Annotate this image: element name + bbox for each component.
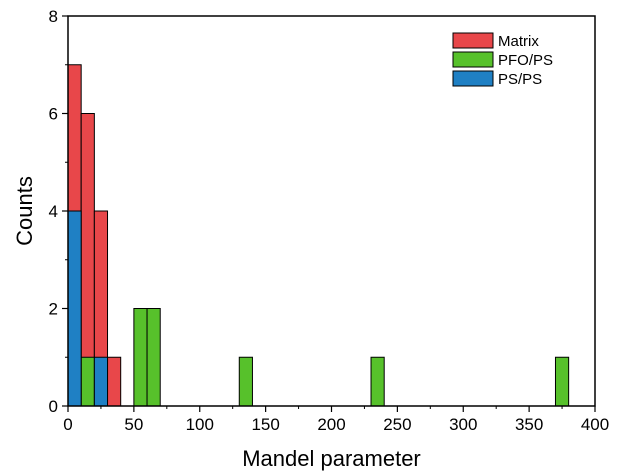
x-tick-label: 200: [317, 415, 345, 434]
bar-pfo-ps-2: [146, 308, 161, 407]
legend-label-matrix: Matrix: [498, 33, 539, 50]
bar-pfo-ps-1: [133, 308, 148, 407]
y-tick-label: 8: [49, 7, 58, 26]
x-tick-label: 400: [581, 415, 609, 434]
y-tick-label: 4: [49, 202, 58, 221]
bar-ps-ps-0: [67, 210, 82, 407]
bar-pfo-ps-3: [238, 356, 253, 407]
bar-matrix-3: [107, 356, 122, 407]
x-tick-label: 100: [186, 415, 214, 434]
legend-label-pfo-ps: PFO/PS: [498, 52, 553, 69]
bar-ps-ps-1: [93, 356, 109, 407]
x-tick-label: 300: [449, 415, 477, 434]
bar-pfo-ps-4: [370, 356, 385, 407]
x-tick-label: 0: [63, 415, 72, 434]
legend: Matrix PFO/PS PS/PS: [452, 32, 553, 88]
y-tick-label: 0: [49, 397, 58, 416]
bar-pfo-ps-0: [80, 356, 95, 407]
legend-label-ps-ps: PS/PS: [498, 71, 542, 88]
x-axis-title: Mandel parameter: [242, 446, 421, 471]
legend-swatch-matrix: [452, 32, 494, 49]
y-axis-title: Counts: [12, 176, 37, 246]
x-tick-label: 150: [251, 415, 279, 434]
x-tick-label: 250: [383, 415, 411, 434]
legend-swatch-ps-ps: [452, 70, 494, 87]
x-tick-label: 350: [515, 415, 543, 434]
x-tick-label: 50: [124, 415, 143, 434]
bars-layer: [67, 64, 570, 407]
bar-pfo-ps-5: [554, 356, 570, 407]
legend-swatch-pfo-ps: [452, 51, 494, 68]
y-tick-label: 2: [49, 300, 58, 319]
axis-ticks: 0 50 100 150 200 250 300 350 400 0 2 4 6 8: [49, 7, 610, 434]
y-tick-label: 6: [49, 105, 58, 124]
